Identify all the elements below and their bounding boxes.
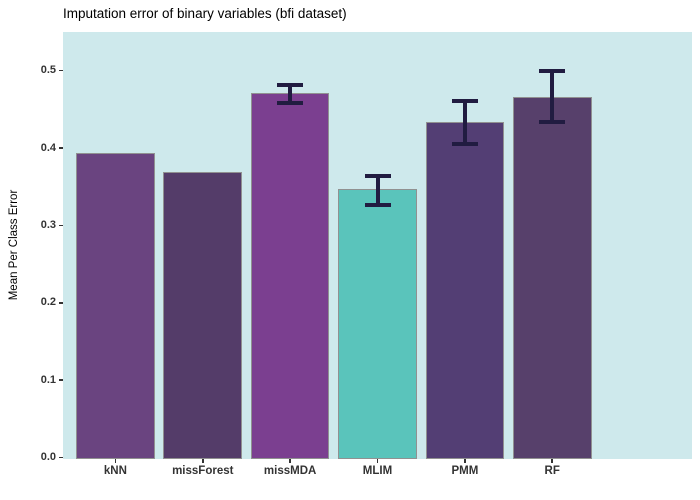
error-bar	[539, 69, 566, 125]
x-axis-tick-label: PMM	[451, 465, 479, 477]
x-axis-tick	[114, 459, 117, 463]
y-axis-tick	[59, 224, 63, 227]
bar	[163, 172, 243, 459]
x-axis-tick	[464, 459, 466, 463]
y-axis-tick-label: 0.5	[40, 64, 56, 77]
y-axis-tick	[59, 147, 63, 149]
error-bar-stem	[288, 83, 293, 105]
bar	[512, 97, 592, 459]
x-axis-tick-label: missMDA	[263, 465, 317, 477]
x-axis-tick	[202, 459, 204, 463]
y-axis-tick	[59, 69, 63, 72]
bar	[425, 121, 505, 459]
y-axis-tick	[59, 302, 63, 304]
x-axis-tick-label: MLIM	[362, 465, 393, 477]
y-axis-tick-label: 0.2	[40, 296, 56, 309]
error-bar-stem	[375, 174, 380, 207]
y-axis-tick-label: 0.3	[40, 218, 56, 231]
error-bar-stem	[462, 98, 467, 146]
y-axis-tick	[59, 379, 63, 381]
error-bar	[277, 83, 304, 105]
error-bar	[451, 98, 478, 146]
x-axis-tick	[289, 459, 291, 463]
x-axis-tick-label: kNN	[103, 465, 127, 477]
error-bar	[364, 174, 391, 207]
chart-title: Imputation error of binary variables (bf…	[63, 6, 347, 21]
y-axis-tick-label: 0.1	[40, 373, 56, 386]
x-axis-tick	[376, 459, 379, 463]
y-axis-tick-label: 0.0	[40, 451, 56, 463]
y-axis-title: Mean Per Class Error	[8, 189, 20, 301]
bar	[250, 93, 330, 459]
error-bar-stem	[550, 69, 555, 125]
x-axis-tick-label: RF	[544, 465, 560, 477]
x-axis-tick-label: missForest	[172, 465, 234, 477]
y-axis-tick	[59, 456, 63, 459]
plot-panel	[63, 32, 692, 459]
x-axis-tick	[551, 459, 553, 463]
bar	[76, 152, 155, 459]
y-axis-tick-label: 0.4	[40, 141, 56, 154]
bar	[338, 189, 417, 459]
